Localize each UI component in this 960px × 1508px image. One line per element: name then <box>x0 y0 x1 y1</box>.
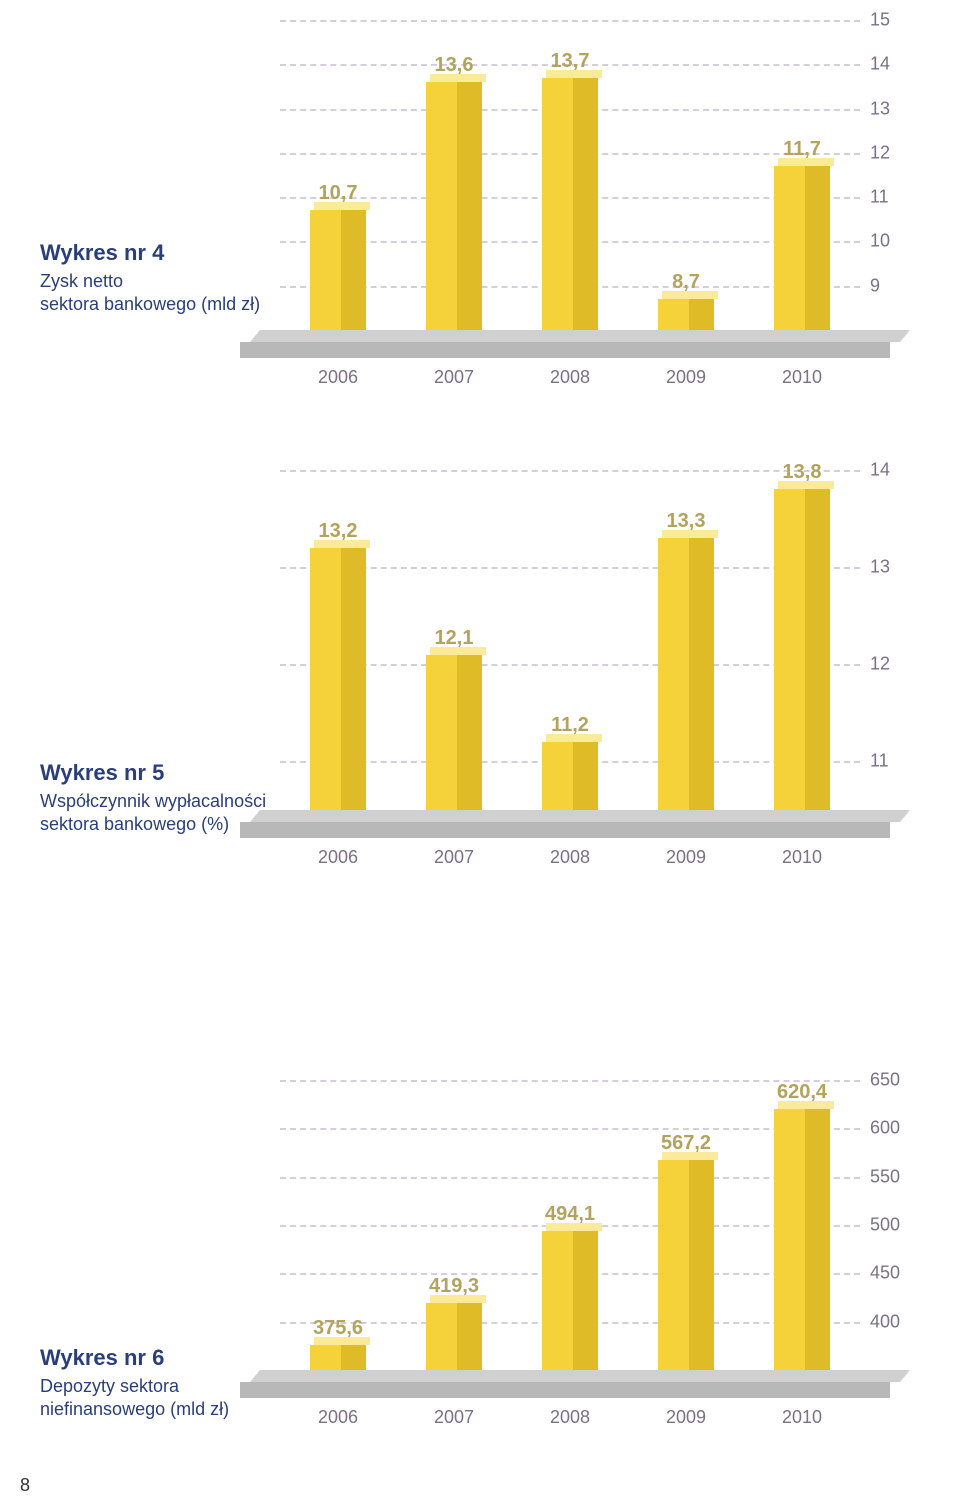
x-axis-label: 2009 <box>666 1407 706 1428</box>
y-axis-label: 13 <box>870 98 920 119</box>
bar: 620,4 <box>774 1109 830 1370</box>
chart-1-caption: Wykres nr 4 Zysk nettosektora bankowego … <box>40 240 270 317</box>
chart-2-bars: 13,2 12,1 11,2 13,3 13,8 <box>280 470 860 810</box>
y-axis-label: 450 <box>870 1263 920 1284</box>
chart-1-subtitle: Zysk nettosektora bankowego (mld zł) <box>40 270 270 317</box>
y-axis-label: 550 <box>870 1166 920 1187</box>
chart-3-subtitle: Depozyty sektoraniefinansowego (mld zł) <box>40 1375 270 1422</box>
chart-1-bars: 10,7 13,6 13,7 8,7 11,7 <box>280 20 860 330</box>
chart-3-platform <box>240 1370 900 1398</box>
x-axis-label: 2006 <box>318 1407 358 1428</box>
bar: 567,2 <box>658 1160 714 1370</box>
y-axis-label: 500 <box>870 1215 920 1236</box>
bar: 12,1 <box>426 655 482 810</box>
bar: 375,6 <box>310 1345 366 1370</box>
bar: 8,7 <box>658 299 714 330</box>
x-axis-label: 2006 <box>318 847 358 868</box>
chart-3-xlabels: 2006 2007 2008 2009 2010 <box>280 1407 860 1428</box>
x-axis-label: 2006 <box>318 367 358 388</box>
chart-2-section: 11121314 13,212,111,213,313,8 2006200720… <box>0 460 960 930</box>
x-axis-label: 2009 <box>666 847 706 868</box>
bar: 419,3 <box>426 1303 482 1370</box>
chart-3-plot: 400450500550600650 375,6419,3494,1567,26… <box>280 1080 860 1370</box>
y-axis-label: 14 <box>870 54 920 75</box>
x-axis-label: 2007 <box>434 847 474 868</box>
chart-2-xlabels: 2006 2007 2008 2009 2010 <box>280 847 860 868</box>
chart-2-title: Wykres nr 5 <box>40 760 270 786</box>
y-axis-label: 15 <box>870 10 920 31</box>
y-axis-label: 10 <box>870 231 920 252</box>
y-axis-label: 600 <box>870 1118 920 1139</box>
x-axis-label: 2008 <box>550 1407 590 1428</box>
chart-3-section: 400 450 500 550 600 650 375,6 419,3 494,1 567,2 6… <box>0 1060 960 1480</box>
chart-1-title: Wykres nr 4 <box>40 240 270 266</box>
x-axis-label: 2007 <box>434 367 474 388</box>
y-axis-label: 13 <box>870 557 920 578</box>
chart-1-platform <box>240 330 900 358</box>
x-axis-label: 2008 <box>550 367 590 388</box>
x-axis-label: 2010 <box>782 1407 822 1428</box>
chart-1-xlabels: 2006 2007 2008 2009 2010 <box>280 367 860 388</box>
chart-3-bars: 375,6 419,3 494,1 567,2 620,4 <box>280 1080 860 1370</box>
chart-1-section: 9101112131415 10,713,613,78,711,7 200620… <box>0 0 960 420</box>
x-axis-label: 2007 <box>434 1407 474 1428</box>
bar: 11,2 <box>542 742 598 810</box>
chart-2-caption: Wykres nr 5 Współczynnik wypłacalnościse… <box>40 760 270 837</box>
bar: 10,7 <box>310 210 366 330</box>
bar: 13,3 <box>658 538 714 810</box>
x-axis-label: 2010 <box>782 367 822 388</box>
y-axis-label: 400 <box>870 1311 920 1332</box>
y-axis-label: 12 <box>870 142 920 163</box>
chart-2-plot: 11121314 13,212,111,213,313,8 2006200720… <box>280 470 860 810</box>
y-axis-label: 9 <box>870 275 920 296</box>
bar: 494,1 <box>542 1231 598 1370</box>
x-axis-label: 2008 <box>550 847 590 868</box>
chart-3-title: Wykres nr 6 <box>40 1345 270 1371</box>
x-axis-label: 2010 <box>782 847 822 868</box>
bar: 11,7 <box>774 166 830 330</box>
bar: 13,7 <box>542 78 598 330</box>
bar: 13,6 <box>426 82 482 330</box>
x-axis-label: 2009 <box>666 367 706 388</box>
bar: 13,2 <box>310 548 366 810</box>
y-axis-label: 14 <box>870 460 920 481</box>
y-axis-label: 11 <box>870 187 920 208</box>
chart-2-subtitle: Współczynnik wypłacalnościsektora bankow… <box>40 790 270 837</box>
bar: 13,8 <box>774 489 830 810</box>
y-axis-label: 12 <box>870 654 920 675</box>
chart-1-plot: 9101112131415 10,713,613,78,711,7 200620… <box>280 20 860 330</box>
y-axis-label: 11 <box>870 751 920 772</box>
chart-2-platform <box>240 810 900 838</box>
chart-3-caption: Wykres nr 6 Depozyty sektoraniefinansowe… <box>40 1345 270 1422</box>
page-number: 8 <box>20 1475 30 1496</box>
y-axis-label: 650 <box>870 1070 920 1091</box>
